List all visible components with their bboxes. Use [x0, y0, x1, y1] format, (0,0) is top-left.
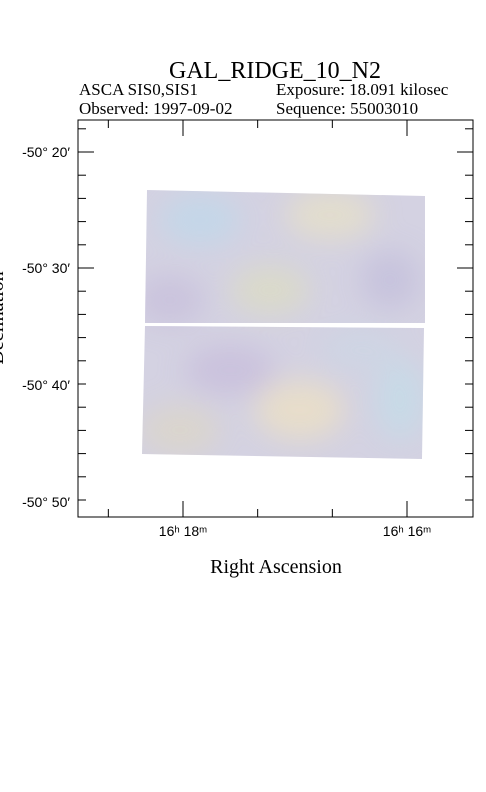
x-tick-label: 16ʰ 16ᵐ: [383, 523, 431, 539]
y-tick-label: -50° 50′: [22, 494, 70, 510]
x-tick-label: 16ʰ 18ᵐ: [159, 523, 207, 539]
plot-frame: [77, 119, 474, 518]
title: GAL_RIDGE_10_N2: [169, 58, 381, 84]
observed: Observed: 1997-09-02: [79, 99, 232, 118]
y-tick-label: -50° 40′: [22, 377, 70, 393]
ticks: [78, 120, 473, 517]
y-tick-label: -50° 20′: [22, 144, 70, 160]
y-axis-label: Declination: [0, 271, 8, 364]
y-tick-label: -50° 30′: [22, 260, 70, 276]
exposure: Exposure: 18.091 kilosec: [276, 80, 449, 99]
instrument: ASCA SIS0,SIS1: [79, 80, 198, 99]
xray-image: [142, 190, 425, 459]
x-axis-label: Right Ascension: [210, 556, 342, 578]
sequence: Sequence: 55003010: [276, 99, 418, 118]
